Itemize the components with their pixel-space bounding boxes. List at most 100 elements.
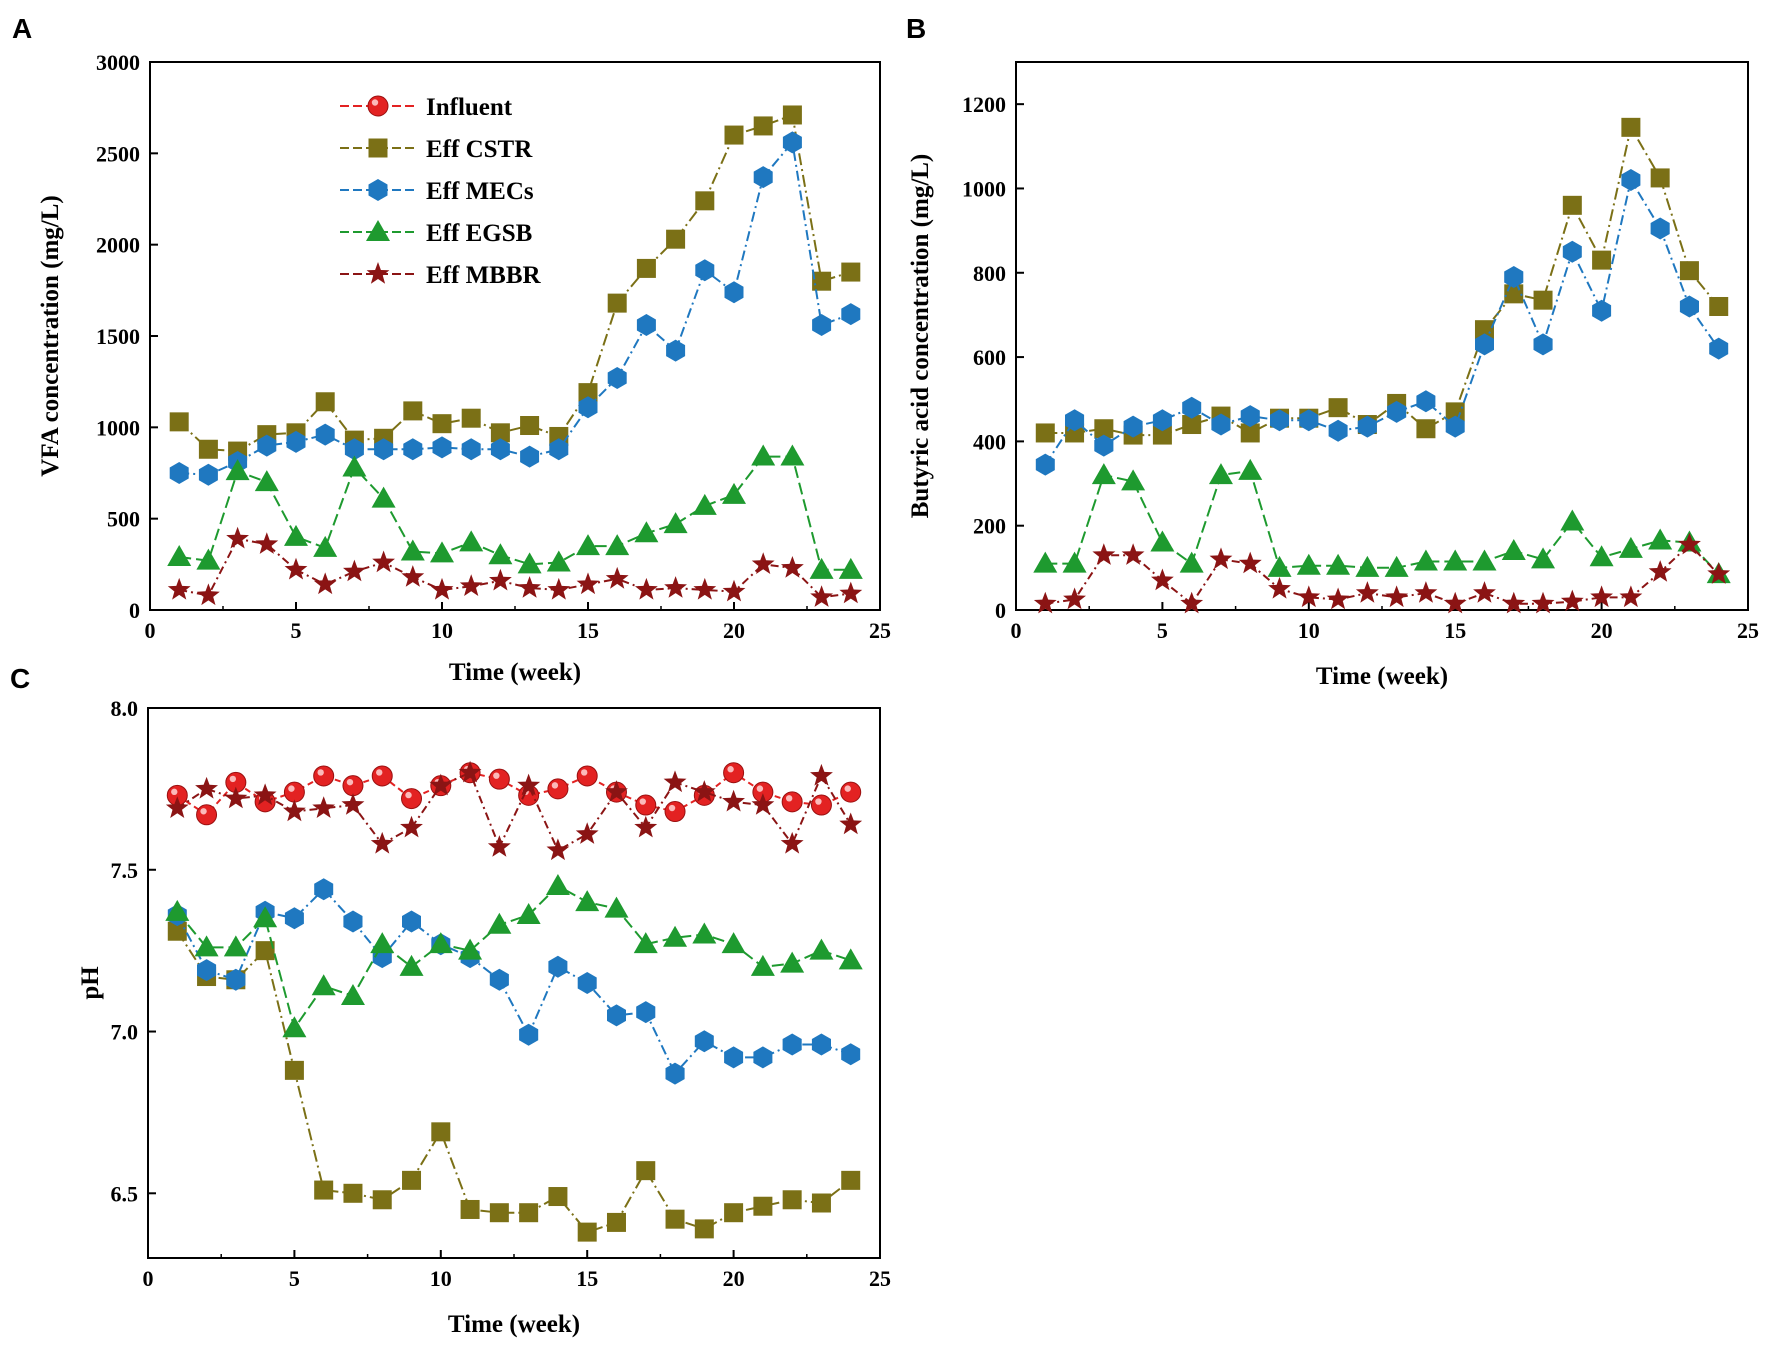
data-point-eff-cstr-c — [724, 1203, 744, 1223]
data-point-eff-egsb-a — [167, 545, 192, 567]
data-point-eff-egsb-a — [313, 535, 338, 557]
data-point-eff-mbbr-a — [722, 579, 746, 602]
data-point-eff-cstr-c — [519, 1203, 539, 1223]
data-point-eff-cstr-c — [343, 1183, 363, 1203]
x-tick-label-c: 20 — [723, 1266, 745, 1291]
data-point-eff-egsb-c — [428, 932, 453, 954]
data-point-eff-egsb-b — [1531, 547, 1556, 569]
data-point-eff-egsb-b — [1589, 545, 1614, 567]
data-point-eff-mbbr-c — [663, 770, 687, 793]
data-point-eff-cstr-c — [548, 1187, 568, 1207]
x-tick-label-b: 25 — [1737, 618, 1759, 643]
x-tick-label-a: 25 — [869, 618, 891, 643]
data-point-eff-cstr-a — [403, 401, 423, 421]
data-point-eff-mecs-a — [724, 281, 744, 304]
data-point-influent-c — [342, 775, 364, 797]
y-tick-label-a: 1500 — [96, 324, 140, 349]
data-point-eff-mecs-c — [724, 1046, 744, 1069]
data-point-eff-cstr-a — [782, 105, 802, 125]
data-point-eff-egsb-c — [340, 983, 365, 1005]
data-point-eff-mecs-b — [1270, 409, 1289, 432]
data-point-eff-egsb-a — [809, 557, 834, 579]
data-point-eff-mbbr-a — [313, 572, 337, 595]
data-point-eff-cstr-c — [402, 1170, 422, 1190]
legend-item-eff-mbbr: Eff MBBR — [340, 262, 542, 289]
series-line-influent-c — [176, 771, 852, 817]
data-point-eff-cstr-c — [665, 1209, 685, 1229]
data-point-eff-mbbr-b — [1385, 585, 1409, 608]
data-point-eff-cstr-c — [431, 1122, 451, 1142]
legend-marker-influent — [367, 95, 389, 117]
data-point-eff-cstr-c — [606, 1212, 626, 1232]
data-point-eff-egsb-b — [1472, 549, 1497, 571]
series-eff-mbbr-b — [1033, 532, 1731, 614]
data-point-influent-c — [635, 794, 657, 816]
data-point-eff-egsb-b — [1267, 555, 1292, 577]
data-point-eff-egsb-c — [311, 974, 336, 996]
data-point-eff-mecs-b — [1709, 337, 1729, 360]
series-line-eff-cstr-b — [1045, 124, 1720, 437]
x-tick-label-a: 10 — [431, 618, 453, 643]
data-point-eff-mecs-c — [694, 1030, 714, 1053]
data-point-eff-mecs-a — [695, 259, 715, 282]
data-point-eff-cstr-a — [607, 293, 627, 313]
data-point-eff-mbbr-c — [751, 793, 775, 815]
data-point-eff-mbbr-b — [1238, 551, 1262, 574]
data-point-eff-mecs-a — [812, 314, 832, 336]
data-point-eff-egsb-b — [1238, 458, 1263, 480]
y-axis-title-b: Butyric acid concentration (mg/L) — [907, 154, 934, 519]
series-line-eff-mecs-c — [176, 887, 852, 1076]
x-tick-label-c: 15 — [576, 1266, 598, 1291]
data-point-eff-mecs-c — [402, 910, 421, 933]
data-point-eff-cstr-a — [812, 271, 832, 291]
data-point-eff-mecs-c — [607, 1004, 626, 1027]
x-axis-title-b: Time (week) — [1316, 663, 1448, 690]
data-point-eff-egsb-c — [604, 896, 629, 918]
data-point-eff-mbbr-b — [1121, 543, 1145, 565]
data-point-eff-mecs-b — [1182, 396, 1202, 419]
data-point-eff-cstr-a — [578, 383, 598, 403]
data-point-eff-mecs-b — [1416, 390, 1436, 413]
series-eff-egsb-a — [167, 444, 863, 579]
data-point-eff-mbbr-b — [1443, 591, 1467, 614]
data-point-eff-mecs-b — [1065, 409, 1085, 432]
data-point-eff-cstr-b — [1240, 423, 1260, 443]
data-point-eff-mecs-b — [1328, 419, 1348, 442]
data-point-eff-mbbr-a — [489, 568, 512, 591]
data-point-eff-egsb-c — [223, 935, 248, 957]
data-point-eff-egsb-a — [459, 530, 484, 552]
data-point-eff-mbbr-b — [1678, 532, 1701, 555]
data-point-influent-c — [547, 778, 569, 800]
data-point-eff-cstr-c — [255, 941, 275, 961]
y-tick-label-b: 400 — [973, 429, 1006, 454]
legend-marker-eff-mbbr — [366, 262, 390, 284]
data-point-eff-cstr-b — [1679, 261, 1699, 281]
data-point-eff-mecs-a — [549, 438, 569, 461]
data-point-eff-egsb-a — [342, 455, 367, 477]
data-point-eff-egsb-c — [399, 954, 424, 976]
data-point-eff-mecs-a — [403, 438, 423, 461]
data-point-eff-mecs-a — [461, 438, 481, 461]
data-point-eff-mbbr-a — [605, 566, 629, 589]
legend: Influent Eff CSTR Eff MECs Eff EGSB Eff MBBR — [340, 94, 542, 289]
data-point-eff-mecs-b — [1211, 413, 1231, 436]
data-point-eff-mecs-b — [1562, 240, 1582, 263]
data-point-eff-mbbr-c — [605, 780, 628, 802]
data-point-eff-egsb-c — [575, 890, 600, 912]
data-point-eff-mecs-c — [197, 959, 217, 982]
data-point-eff-egsb-a — [838, 557, 863, 579]
data-point-eff-cstr-b — [1709, 296, 1729, 316]
data-point-eff-mbbr-a — [518, 576, 541, 598]
data-point-eff-mecs-c — [753, 1046, 773, 1069]
data-point-eff-cstr-b — [1445, 402, 1465, 422]
data-point-eff-cstr-a — [198, 439, 218, 459]
data-point-eff-mbbr-b — [1063, 587, 1086, 610]
data-point-eff-cstr-c — [841, 1170, 861, 1190]
data-point-eff-egsb-a — [400, 539, 425, 561]
data-point-eff-egsb-c — [663, 925, 688, 947]
data-point-eff-egsb-b — [1033, 551, 1058, 573]
data-point-eff-cstr-b — [1328, 398, 1348, 418]
data-point-eff-mbbr-a — [781, 556, 804, 578]
data-point-eff-mbbr-c — [312, 796, 336, 818]
